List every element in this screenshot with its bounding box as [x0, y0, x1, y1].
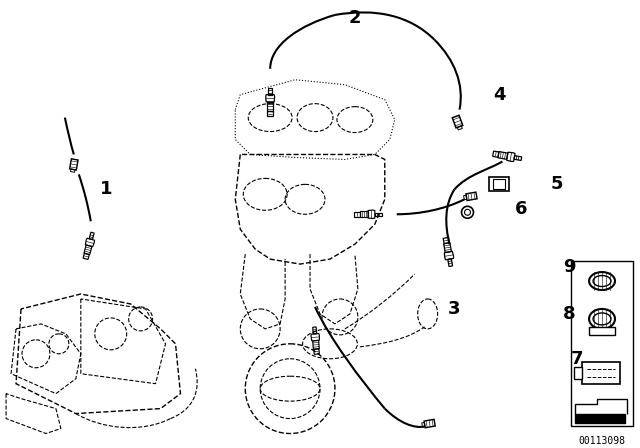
Text: 8: 8	[563, 305, 575, 323]
Bar	[589, 327, 615, 335]
Bar	[574, 367, 582, 379]
Bar	[575, 414, 625, 422]
Text: 9: 9	[563, 258, 575, 276]
Bar	[571, 261, 633, 426]
Text: 2: 2	[349, 9, 361, 27]
Bar	[493, 179, 506, 190]
Text: 4: 4	[493, 86, 506, 103]
Text: 1: 1	[99, 181, 112, 198]
Bar	[490, 177, 509, 191]
Text: 6: 6	[515, 200, 527, 218]
Text: 5: 5	[551, 175, 563, 194]
Text: 00113098: 00113098	[579, 435, 625, 445]
Text: 7: 7	[571, 350, 584, 368]
Text: 3: 3	[448, 300, 461, 318]
Bar	[582, 362, 620, 383]
